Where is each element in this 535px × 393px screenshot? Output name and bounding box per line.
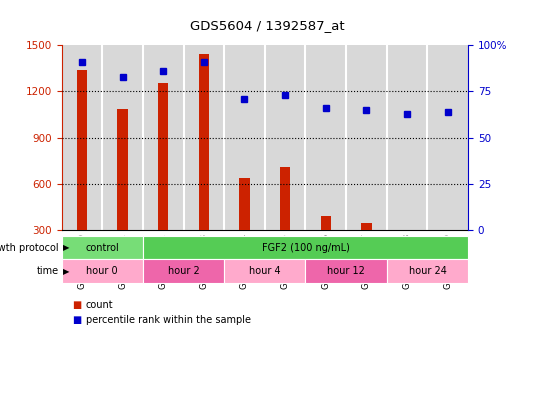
Bar bbox=[102, 45, 143, 230]
Bar bbox=[184, 45, 224, 230]
Bar bbox=[77, 70, 87, 230]
Text: control: control bbox=[85, 242, 119, 253]
Bar bbox=[402, 230, 412, 235]
Text: GDS5604 / 1392587_at: GDS5604 / 1392587_at bbox=[190, 19, 345, 32]
Bar bbox=[224, 45, 265, 230]
Bar bbox=[362, 223, 372, 230]
Bar bbox=[427, 45, 468, 230]
Bar bbox=[62, 45, 102, 230]
Text: ■: ■ bbox=[72, 299, 81, 310]
Text: ▶: ▶ bbox=[63, 243, 69, 252]
Text: hour 4: hour 4 bbox=[249, 266, 281, 276]
Bar bbox=[387, 45, 427, 230]
Bar bbox=[305, 45, 346, 230]
Text: time: time bbox=[37, 266, 59, 276]
Bar bbox=[118, 109, 128, 230]
Text: ▶: ▶ bbox=[63, 267, 69, 275]
Text: hour 12: hour 12 bbox=[327, 266, 365, 276]
Bar bbox=[240, 178, 249, 230]
Text: hour 0: hour 0 bbox=[86, 266, 118, 276]
Text: FGF2 (100 ng/mL): FGF2 (100 ng/mL) bbox=[262, 242, 349, 253]
Text: count: count bbox=[86, 299, 113, 310]
Bar bbox=[143, 45, 184, 230]
Bar bbox=[265, 45, 305, 230]
Bar bbox=[346, 45, 387, 230]
Bar bbox=[280, 167, 291, 230]
Text: ■: ■ bbox=[72, 315, 81, 325]
Text: hour 24: hour 24 bbox=[409, 266, 446, 276]
Text: hour 2: hour 2 bbox=[167, 266, 200, 276]
Bar bbox=[199, 54, 209, 230]
Text: growth protocol: growth protocol bbox=[0, 242, 59, 253]
Bar bbox=[158, 83, 169, 230]
Bar bbox=[321, 216, 331, 230]
Text: percentile rank within the sample: percentile rank within the sample bbox=[86, 315, 250, 325]
